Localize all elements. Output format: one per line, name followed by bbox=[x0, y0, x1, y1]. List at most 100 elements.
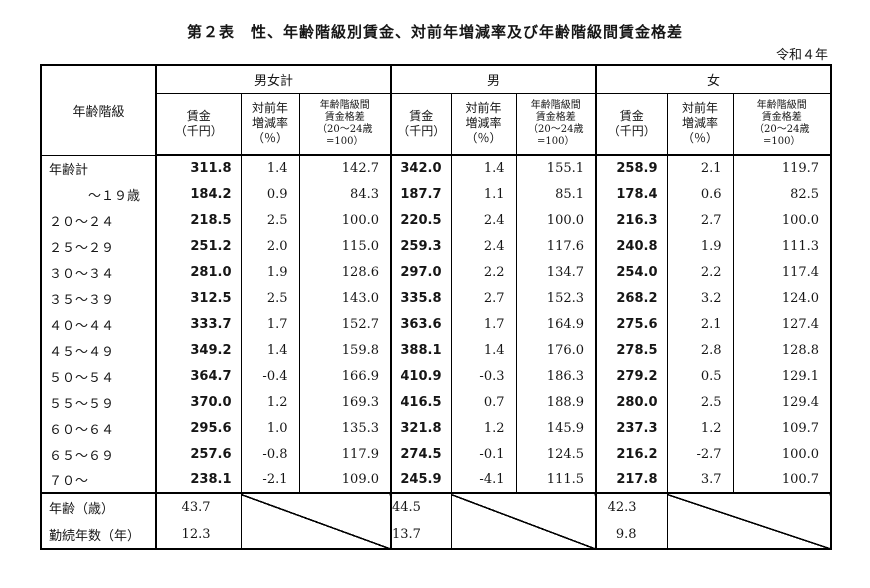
cell-female-yoy: 2.5 bbox=[666, 389, 734, 415]
cell-female-yoy: 0.6 bbox=[666, 181, 734, 207]
cell-total-wage: 251.2 bbox=[155, 233, 242, 259]
cell-female-gap: 117.4 bbox=[732, 259, 832, 285]
cell-female-yoy: 2.1 bbox=[666, 311, 734, 337]
cell-male-wage: 220.5 bbox=[390, 207, 452, 233]
cell-total-gap: 84.3 bbox=[298, 181, 392, 207]
cell-total-yoy: 1.7 bbox=[240, 311, 300, 337]
summary-female-value: 42.3 bbox=[595, 492, 668, 521]
cell-total-yoy: 2.0 bbox=[240, 233, 300, 259]
wage-table: 年齢階級 男女計 男 女 賃金 （千円） 対前年 増減率 （％） 年齢階級間 賃金格… bbox=[40, 64, 833, 550]
cell-male-yoy: 1.2 bbox=[450, 415, 517, 441]
summary-row-label: 勤続年数（年） bbox=[40, 521, 157, 549]
cell-female-yoy: 2.8 bbox=[666, 337, 734, 363]
cell-total-yoy: 0.9 bbox=[240, 181, 300, 207]
cell-male-gap: 186.3 bbox=[515, 363, 597, 389]
header-group-total: 男女計 bbox=[155, 65, 392, 94]
cell-male-wage: 363.6 bbox=[390, 311, 452, 337]
cell-total-gap: 115.0 bbox=[298, 233, 392, 259]
cell-male-gap: 100.0 bbox=[515, 207, 597, 233]
cell-female-yoy: 2.2 bbox=[666, 259, 734, 285]
cell-female-wage: 240.8 bbox=[595, 233, 668, 259]
header-wage-gap: 年齢階級間 賃金格差 （20～24歳 =100） bbox=[732, 93, 832, 156]
cell-total-gap: 166.9 bbox=[298, 363, 392, 389]
row-label: ～１９歳 bbox=[40, 181, 157, 207]
cell-female-wage: 178.4 bbox=[595, 181, 668, 207]
cell-female-gap: 109.7 bbox=[732, 415, 832, 441]
cell-female-gap: 124.0 bbox=[732, 285, 832, 311]
cell-male-yoy: 1.4 bbox=[450, 155, 517, 181]
diagonal-slash-cell bbox=[240, 492, 392, 549]
cell-male-wage: 245.9 bbox=[390, 467, 452, 493]
cell-total-yoy: 1.9 bbox=[240, 259, 300, 285]
summary-female-value: 9.8 bbox=[595, 521, 668, 549]
summary-row: 年齢（歳） 43.7 44.5 42.3 bbox=[40, 492, 832, 549]
row-label: ６５～６９ bbox=[40, 441, 157, 467]
cell-total-gap: 169.3 bbox=[298, 389, 392, 415]
era-label: 令和４年 bbox=[775, 48, 828, 63]
header-group-male: 男 bbox=[389, 65, 597, 94]
table-row: ４０～４４ 333.7 1.7 152.7 363.6 1.7 164.9 275.6 2.1 1… bbox=[40, 311, 832, 337]
cell-total-gap: 100.0 bbox=[298, 207, 392, 233]
header-sub-row: 賃金 （千円） 対前年 増減率 （％） 年齢階級間 賃金格差 （20～24歳 =10… bbox=[41, 93, 832, 156]
cell-female-gap: 128.8 bbox=[732, 337, 832, 363]
cell-total-wage: 349.2 bbox=[155, 337, 242, 363]
cell-female-yoy: 3.7 bbox=[666, 467, 734, 493]
cell-female-wage: 216.3 bbox=[595, 207, 668, 233]
row-label: ５５～５９ bbox=[40, 389, 157, 415]
cell-total-wage: 333.7 bbox=[155, 311, 242, 337]
cell-male-wage: 388.1 bbox=[390, 337, 452, 363]
cell-male-gap: 155.1 bbox=[515, 155, 597, 181]
cell-female-gap: 82.5 bbox=[732, 181, 832, 207]
cell-female-gap: 100.0 bbox=[732, 207, 832, 233]
cell-total-yoy: 1.0 bbox=[240, 415, 300, 441]
cell-female-yoy: 3.2 bbox=[666, 285, 734, 311]
cell-male-yoy: -0.3 bbox=[450, 363, 517, 389]
cell-total-yoy: 1.2 bbox=[240, 389, 300, 415]
summary-rows: 年齢（歳） 43.7 44.5 42.3 勤続年数（年） 12.3 13.7 9.8 bbox=[40, 492, 832, 549]
cell-male-gap: 111.5 bbox=[515, 467, 597, 493]
table-row: ５５～５９ 370.0 1.2 169.3 416.5 0.7 188.9 280.0 2.5 1… bbox=[40, 389, 832, 415]
row-label: ４０～４４ bbox=[40, 311, 157, 337]
cell-female-gap: 129.4 bbox=[732, 389, 832, 415]
header-yoy-rate: 対前年 増減率 （％） bbox=[240, 93, 300, 156]
cell-male-wage: 342.0 bbox=[390, 155, 452, 181]
cell-total-wage: 238.1 bbox=[155, 467, 242, 493]
cell-female-wage: 275.6 bbox=[595, 311, 668, 337]
cell-total-gap: 109.0 bbox=[298, 467, 392, 493]
table-row: ７０～ 238.1 -2.1 109.0 245.9 -4.1 111.5 217.8 3.7 1… bbox=[40, 467, 832, 493]
cell-male-wage: 321.8 bbox=[390, 415, 452, 441]
cell-male-wage: 297.0 bbox=[390, 259, 452, 285]
cell-male-wage: 274.5 bbox=[390, 441, 452, 467]
cell-female-wage: 254.0 bbox=[595, 259, 668, 285]
table-title: 第２表 性、年齢階級別賃金、対前年増減率及び年齢階級間賃金格差 bbox=[186, 23, 683, 41]
cell-male-yoy: 2.7 bbox=[450, 285, 517, 311]
cell-female-wage: 278.5 bbox=[595, 337, 668, 363]
cell-female-wage: 280.0 bbox=[595, 389, 668, 415]
cell-male-yoy: 2.4 bbox=[450, 233, 517, 259]
header-wage-gap: 年齢階級間 賃金格差 （20～24歳 =100） bbox=[298, 93, 392, 156]
header-group-female: 女 bbox=[595, 65, 832, 94]
row-label: ２５～２９ bbox=[40, 233, 157, 259]
cell-female-yoy: 2.1 bbox=[666, 155, 734, 181]
cell-female-wage: 237.3 bbox=[595, 415, 668, 441]
cell-male-yoy: -0.1 bbox=[450, 441, 517, 467]
cell-female-gap: 100.0 bbox=[732, 441, 832, 467]
cell-female-gap: 119.7 bbox=[732, 155, 832, 181]
cell-female-gap: 129.1 bbox=[732, 363, 832, 389]
cell-male-wage: 410.9 bbox=[390, 363, 452, 389]
cell-male-yoy: 1.4 bbox=[450, 337, 517, 363]
header-yoy-rate: 対前年 増減率 （％） bbox=[666, 93, 734, 156]
cell-total-gap: 128.6 bbox=[298, 259, 392, 285]
header-wage: 賃金 （千円） bbox=[155, 93, 242, 156]
cell-total-yoy: -0.8 bbox=[240, 441, 300, 467]
header-wage: 賃金 （千円） bbox=[595, 93, 668, 156]
row-label: ３０～３４ bbox=[40, 259, 157, 285]
cell-female-yoy: -2.7 bbox=[666, 441, 734, 467]
cell-total-wage: 370.0 bbox=[155, 389, 242, 415]
cell-female-yoy: 0.5 bbox=[666, 363, 734, 389]
cell-total-yoy: -2.1 bbox=[240, 467, 300, 493]
summary-male-value: 44.5 bbox=[390, 492, 452, 521]
cell-total-wage: 364.7 bbox=[155, 363, 242, 389]
cell-male-yoy: 2.2 bbox=[450, 259, 517, 285]
cell-total-gap: 142.7 bbox=[298, 155, 392, 181]
